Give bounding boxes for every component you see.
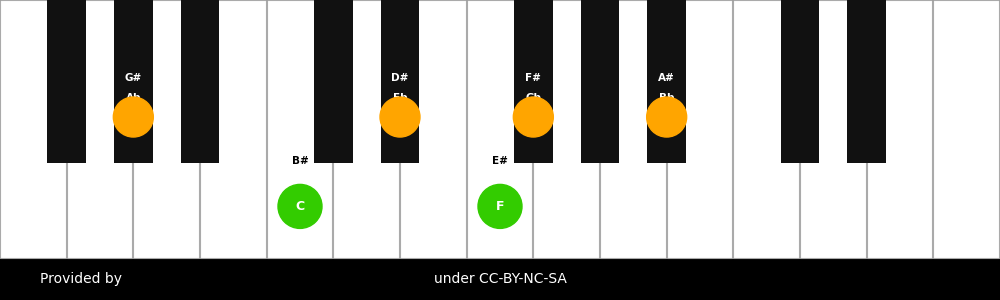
Text: A#: A# (658, 73, 675, 83)
Bar (67, 0, 132, 258)
Bar (667, 0, 732, 258)
Bar (933, 0, 999, 258)
Bar (133, 0, 199, 258)
Text: F: F (496, 200, 504, 213)
Bar (800, 0, 866, 258)
Circle shape (278, 184, 322, 228)
Bar (781, 0, 819, 163)
Bar (114, 0, 153, 163)
Circle shape (380, 97, 420, 137)
Text: F#: F# (525, 73, 541, 83)
Bar (333, 0, 399, 258)
Text: G#: G# (125, 73, 142, 83)
Bar (647, 0, 686, 163)
Bar (267, 0, 332, 258)
Text: Ab: Ab (126, 92, 141, 103)
Bar (381, 0, 419, 163)
Bar (600, 0, 666, 258)
Circle shape (478, 184, 522, 228)
Text: E#: E# (492, 156, 508, 166)
Text: Eb: Eb (393, 92, 407, 103)
Bar (514, 0, 553, 163)
Bar (733, 0, 799, 258)
Bar (400, 0, 466, 258)
Circle shape (647, 97, 687, 137)
Bar (181, 0, 219, 163)
Bar (533, 0, 599, 258)
Bar (200, 0, 266, 258)
Text: Gb: Gb (525, 92, 541, 103)
Bar (581, 0, 619, 163)
Text: Provided by: Provided by (40, 272, 122, 286)
Text: D#: D# (391, 73, 409, 83)
Bar (847, 0, 886, 163)
Text: Bb: Bb (659, 92, 674, 103)
Bar (467, 0, 532, 258)
Circle shape (113, 97, 153, 137)
Bar (314, 0, 353, 163)
Circle shape (513, 97, 553, 137)
Bar (0, 0, 66, 258)
Bar (867, 0, 932, 258)
Text: B#: B# (292, 156, 308, 166)
Text: C: C (295, 200, 305, 213)
Text: under CC-BY-NC-SA: under CC-BY-NC-SA (434, 272, 566, 286)
Bar (47, 0, 86, 163)
